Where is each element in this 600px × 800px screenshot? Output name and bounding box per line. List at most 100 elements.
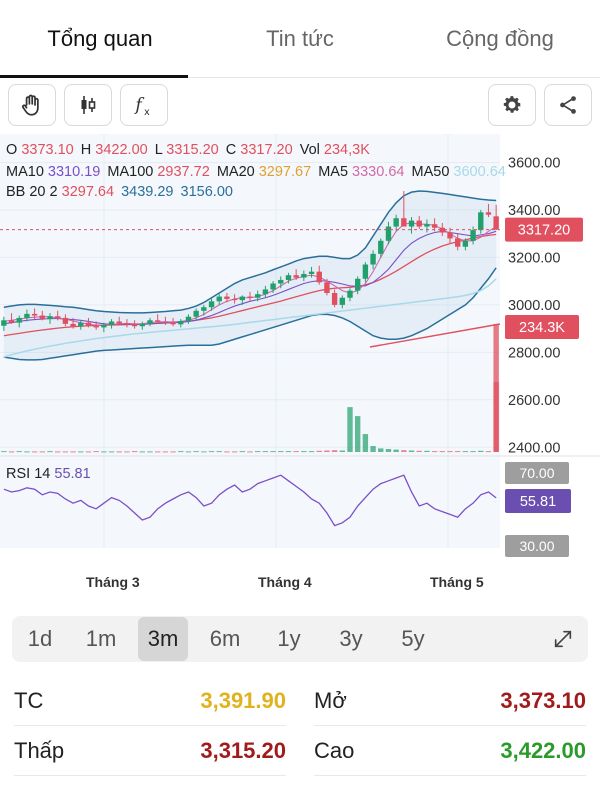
volume-bar [131, 451, 138, 453]
candle-body [455, 238, 461, 247]
stat-high: Cao 3,422.00 [314, 726, 586, 776]
tab-news[interactable]: Tin tức [200, 0, 400, 78]
candle-body [262, 289, 269, 295]
volume-bar [262, 451, 269, 453]
candle-body [378, 240, 384, 254]
volume-bar [439, 451, 445, 453]
volume-bar [8, 451, 15, 453]
ma100-value: 2937.72 [157, 164, 210, 180]
y-axis-label: 3200.00 [508, 250, 560, 266]
candle-body [147, 320, 153, 324]
stat-reference-value: 3,391.90 [200, 687, 286, 713]
price-tag-label: 3317.20 [518, 223, 570, 239]
volume-bar [70, 451, 76, 453]
volume-bar [78, 451, 84, 453]
ma100-label: MA100 [107, 164, 154, 180]
candle-body [85, 322, 92, 326]
x-axis-months: Tháng 3 Tháng 4 Tháng 5 [0, 570, 600, 598]
volume-bar [24, 451, 30, 453]
expand-chart-button[interactable] [548, 624, 578, 654]
range-6m[interactable]: 6m [209, 626, 241, 651]
candle-body [308, 271, 315, 275]
volume-bar [39, 451, 45, 453]
volume-tag-bg [505, 315, 579, 339]
hand-icon [22, 94, 39, 116]
candle-body [470, 230, 476, 241]
settings-button[interactable] [488, 84, 536, 126]
candle-body [293, 275, 299, 278]
volume-bar [155, 451, 161, 453]
candle-body [478, 212, 484, 231]
ma5-label: MA5 [318, 164, 349, 180]
stat-high-value: 3,422.00 [500, 737, 586, 763]
volume-bar [216, 451, 222, 453]
hand-tool-button[interactable] [8, 84, 56, 126]
candlestick-type-button[interactable] [64, 84, 112, 126]
y-axis-label: 2600.00 [508, 393, 560, 409]
share-button[interactable] [544, 84, 592, 126]
candle-body [1, 320, 7, 326]
volume-bar [424, 450, 430, 452]
rsi-label: RSI 14 [6, 466, 51, 482]
range-1m[interactable]: 1m [85, 626, 117, 651]
volume-bar [393, 449, 399, 452]
tab-overview[interactable]: Tổng quan [0, 0, 200, 78]
candle-body [139, 323, 145, 327]
volume-bar [55, 451, 61, 453]
close-label: C [225, 142, 237, 158]
volume-bar [1, 451, 7, 453]
volume-bar [147, 451, 153, 453]
rsi-value-tag [505, 489, 571, 513]
range-3y[interactable]: 3y [339, 626, 363, 651]
stat-open: Mở 3,373.10 [314, 676, 586, 726]
volume-tag-label: 234.3K [519, 320, 565, 336]
range-5y[interactable]: 5y [401, 626, 425, 651]
volume-bar [116, 451, 122, 453]
bb-mid-value: 3297.64 [61, 184, 115, 200]
candle-body [493, 216, 499, 230]
share-icon [560, 96, 576, 114]
candle-body [462, 240, 469, 247]
tab-overview-label: Tổng quan [47, 26, 153, 51]
ma100-line [3, 278, 497, 358]
volume-bar [485, 451, 492, 453]
candle-body [385, 226, 392, 241]
volume-bar [101, 451, 107, 453]
volume-bar [16, 451, 22, 453]
range-1y[interactable]: 1y [277, 626, 301, 651]
tab-community-label: Cộng đồng [446, 26, 554, 51]
volume-value: 234,3K [323, 142, 370, 158]
price-chart-canvas[interactable]: 3600.00 3400.00 3200.00 3000.00 2800.00 2600.… [0, 134, 600, 564]
volume-bar [62, 451, 69, 453]
candle-body [24, 313, 30, 318]
price-chart[interactable]: 3600.00 3400.00 3200.00 3000.00 2800.00 2600.… [0, 134, 600, 564]
candle-body [93, 325, 99, 328]
high-value: 3422.00 [95, 142, 148, 158]
rsi-value: 55.81 [54, 466, 91, 482]
candle-body [162, 321, 169, 323]
volume-bar [470, 451, 476, 453]
tab-community[interactable]: Cộng đồng [400, 0, 600, 78]
stat-reference-label: TC [14, 687, 44, 713]
volume-bar [201, 451, 207, 453]
volume-bar [378, 448, 384, 452]
range-3m[interactable]: 3m [138, 617, 188, 661]
candle-body [239, 296, 245, 301]
candle-body [78, 322, 84, 327]
candle-body [362, 264, 369, 279]
ohlc-legend: O 3373.10 H 3422.00 L 3315.20 C 3317.20 … [6, 142, 373, 158]
candle-body [185, 316, 192, 322]
y-axis-label: 2800.00 [508, 345, 560, 361]
x-label-may: Tháng 5 [430, 574, 484, 590]
bollinger-lower-line [3, 267, 497, 361]
volume-bar [331, 450, 338, 452]
open-label: O [6, 142, 18, 158]
volume-bar [316, 450, 322, 452]
candle-body [485, 212, 492, 215]
volume-bar [47, 451, 53, 453]
range-1d[interactable]: 1d [27, 626, 53, 651]
volume-bar [93, 451, 99, 453]
candle-body [316, 271, 322, 283]
candle-body [331, 293, 338, 305]
